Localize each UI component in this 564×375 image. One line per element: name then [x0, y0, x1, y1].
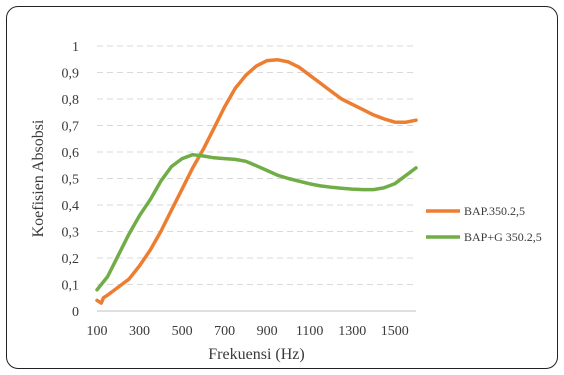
y-tick-label: 0,2 — [62, 252, 80, 267]
y-tick-label: 0,6 — [62, 146, 80, 161]
x-tick-label: 900 — [257, 324, 278, 339]
y-tick-label: 0,4 — [62, 199, 80, 214]
legend-label: BAP.350.2,5 — [464, 204, 525, 218]
x-tick-label: 100 — [87, 324, 108, 339]
y-axis-title: Koefisien Absobsi — [30, 119, 47, 237]
x-tick-label: 1300 — [338, 324, 366, 339]
x-tick-label: 300 — [129, 324, 150, 339]
y-tick-label: 0,8 — [62, 93, 80, 108]
y-tick-label: 0,5 — [62, 173, 80, 188]
legend-label: BAP+G 350.2,5 — [464, 230, 542, 244]
gridlines — [97, 45, 416, 285]
legend: BAP.350.2,5 BAP+G 350.2,5 — [426, 204, 542, 244]
series-line — [95, 152, 418, 292]
x-tick-labels: 100 300 500 700 900 1100 1300 1500 — [87, 324, 409, 339]
y-tick-label: 0,1 — [62, 279, 80, 294]
y-tick-label: 0 — [72, 305, 79, 320]
x-axis-title: Frekuensi (Hz) — [208, 346, 304, 363]
series-lines — [95, 58, 418, 305]
y-tick-label: 0,3 — [62, 226, 80, 241]
y-tick-label: 1 — [72, 40, 79, 55]
y-tick-label: 0,9 — [62, 67, 80, 82]
x-tick-label: 1100 — [296, 324, 323, 339]
y-tick-label: 0,7 — [62, 120, 80, 135]
chart-frame — [6, 6, 558, 369]
series-line — [95, 58, 418, 305]
y-tick-labels: 0 0,1 0,2 0,3 0,4 0,5 0,6 0,7 0,8 0,9 1 — [62, 40, 80, 320]
x-tick-label: 1500 — [381, 324, 409, 339]
x-tick-label: 500 — [172, 324, 193, 339]
x-tick-label: 700 — [214, 324, 235, 339]
